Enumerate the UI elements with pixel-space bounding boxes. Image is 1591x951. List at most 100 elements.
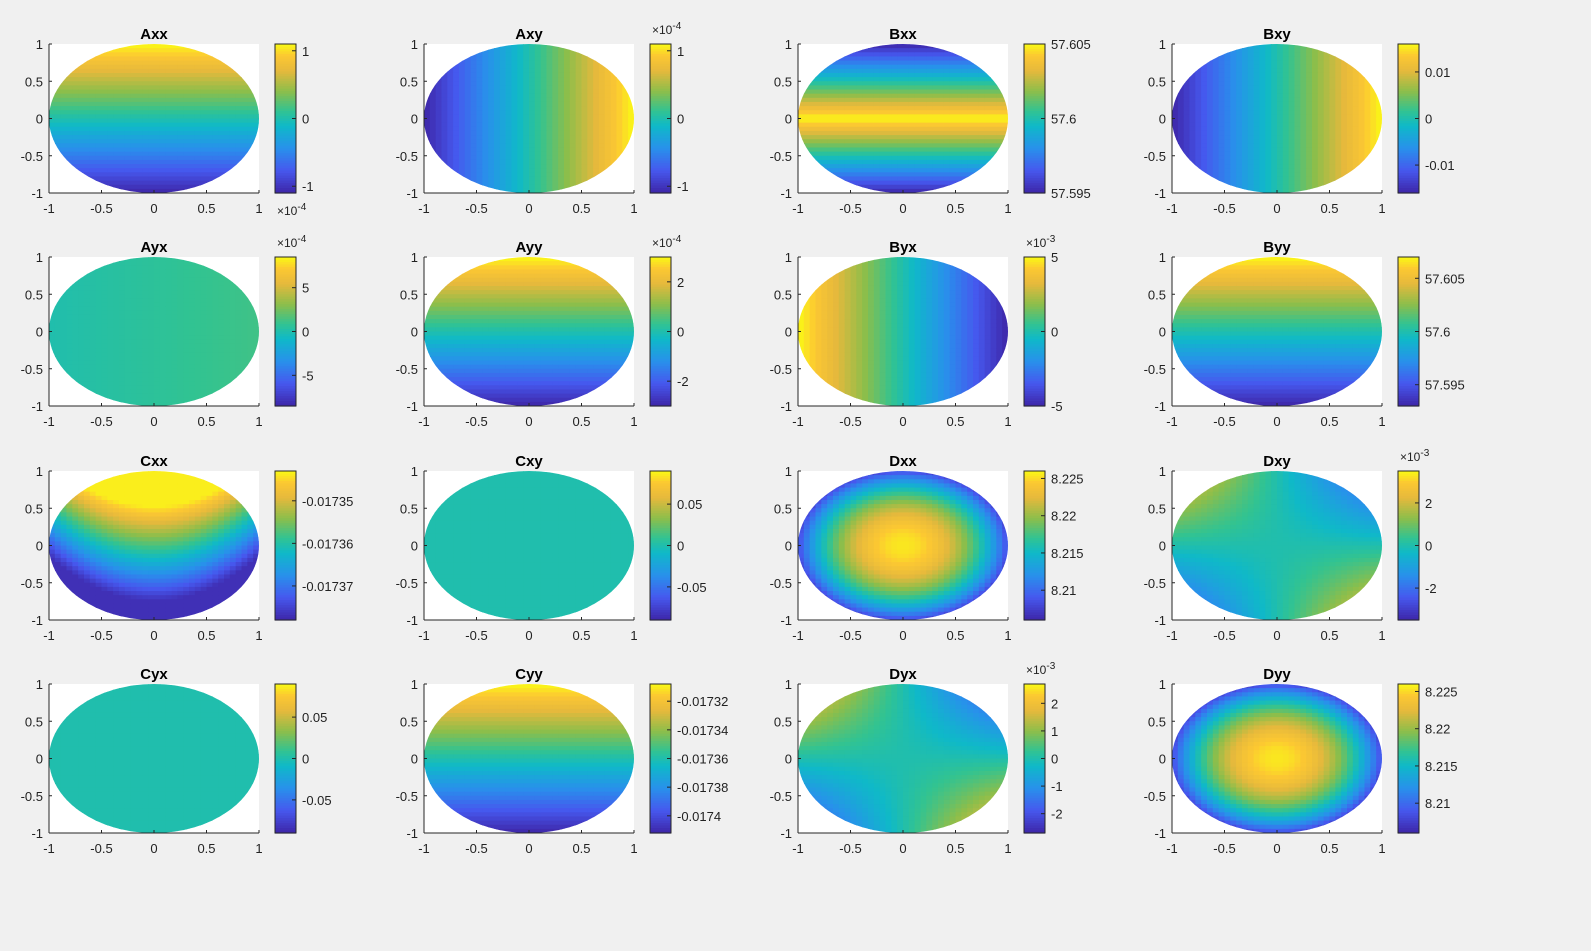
heatmap-cell: [529, 164, 536, 169]
heatmap-cell: [873, 147, 881, 153]
heatmap-cell: [1259, 44, 1266, 49]
heatmap-cell: [1218, 151, 1226, 157]
heatmap-cell: [60, 93, 68, 99]
heatmap-cell: [1265, 114, 1272, 120]
heatmap-cell: [517, 118, 524, 124]
heatmap-cell: [938, 118, 945, 124]
heatmap-cell: [955, 60, 962, 66]
heatmap-cell: [938, 85, 945, 91]
heatmap-cell: [148, 180, 155, 186]
heatmap-cell: [177, 72, 184, 78]
heatmap-cell: [1177, 122, 1185, 128]
heatmap-cell: [552, 159, 559, 165]
heatmap-cell: [1277, 48, 1284, 53]
heatmap-cell: [856, 139, 863, 144]
heatmap-cell: [136, 188, 143, 193]
heatmap-cell: [908, 130, 916, 136]
heatmap-cell: [949, 151, 957, 157]
heatmap-cell: [879, 126, 887, 132]
heatmap-cell: [862, 48, 869, 53]
heatmap-cell: [908, 85, 916, 91]
heatmap-cell: [459, 172, 466, 178]
heatmap-cell: [908, 188, 916, 193]
heatmap-cell: [224, 164, 231, 169]
heatmap-cell: [932, 130, 939, 136]
heatmap-cell: [72, 143, 79, 149]
heatmap-cell: [575, 114, 583, 120]
x-tick-label: -1: [418, 201, 430, 216]
heatmap-cell: [844, 101, 852, 107]
colorbar-segment: [650, 44, 671, 48]
heatmap-cell: [72, 89, 79, 95]
heatmap-cell: [973, 85, 980, 91]
heatmap-cell: [622, 122, 629, 128]
heatmap-cell: [984, 101, 992, 107]
heatmap-cell: [610, 97, 618, 103]
heatmap-cell: [494, 180, 501, 186]
heatmap-cell: [124, 122, 132, 128]
heatmap-cell: [540, 118, 548, 124]
heatmap-cell: [235, 122, 243, 128]
heatmap-cell: [897, 118, 904, 124]
colorbar-segment: [1024, 170, 1045, 174]
heatmap-cell: [850, 106, 857, 111]
heatmap-cell: [494, 159, 501, 165]
heatmap-cell: [856, 172, 863, 178]
heatmap-cell: [914, 106, 922, 111]
heatmap-cell: [101, 114, 108, 120]
heatmap-cell: [154, 77, 161, 82]
heatmap-cell: [113, 151, 120, 157]
heatmap-cell: [844, 60, 852, 66]
heatmap-cell: [984, 122, 992, 128]
heatmap-cell: [932, 135, 939, 140]
heatmap-cell: [95, 155, 103, 161]
colorbar-segment: [650, 123, 671, 127]
heatmap-cell: [552, 72, 559, 78]
heatmap-cell: [1300, 159, 1307, 165]
heatmap-cell: [165, 155, 173, 161]
heatmap-cell: [136, 168, 143, 173]
heatmap-cell: [932, 184, 939, 190]
heatmap-cell: [1277, 64, 1284, 70]
heatmap-cell: [165, 143, 173, 149]
heatmap-cell: [482, 93, 489, 99]
heatmap-cell: [136, 89, 143, 95]
heatmap-cell: [511, 56, 518, 62]
heatmap-cell: [955, 159, 962, 165]
heatmap-cell: [1177, 89, 1185, 95]
heatmap-cell: [84, 89, 91, 95]
y-tick-label: 0: [785, 112, 792, 127]
heatmap-cell: [815, 159, 822, 165]
heatmap-cell: [885, 172, 892, 178]
heatmap-cell: [827, 143, 834, 149]
heatmap-cell: [914, 184, 922, 190]
heatmap-cell: [1294, 56, 1301, 62]
heatmap-cell: [529, 81, 536, 86]
heatmap-cell: [171, 52, 178, 58]
heatmap-cell: [862, 176, 869, 182]
heatmap-cell: [136, 164, 143, 169]
heatmap-cell: [60, 89, 68, 95]
heatmap-cell: [505, 60, 513, 66]
heatmap-cell: [891, 118, 898, 124]
heatmap-cell: [1242, 155, 1249, 161]
heatmap-cell: [171, 101, 178, 107]
heatmap-cell: [95, 93, 103, 99]
heatmap-cell: [130, 164, 138, 169]
heatmap-cell: [124, 106, 132, 111]
heatmap-cell: [441, 101, 448, 107]
heatmap-cell: [967, 81, 974, 86]
heatmap-cell: [873, 143, 881, 149]
heatmap-cell: [587, 172, 594, 178]
heatmap-cell: [84, 147, 91, 153]
heatmap-cell: [920, 77, 927, 82]
heatmap-cell: [587, 89, 594, 95]
heatmap-cell: [838, 89, 846, 95]
heatmap-cell: [540, 155, 548, 161]
heatmap-cell: [973, 122, 980, 128]
heatmap-cell: [833, 118, 840, 124]
heatmap-cell: [119, 81, 126, 86]
heatmap-cell: [200, 60, 208, 66]
heatmap-cell: [920, 172, 927, 178]
heatmap-cell: [973, 135, 980, 140]
